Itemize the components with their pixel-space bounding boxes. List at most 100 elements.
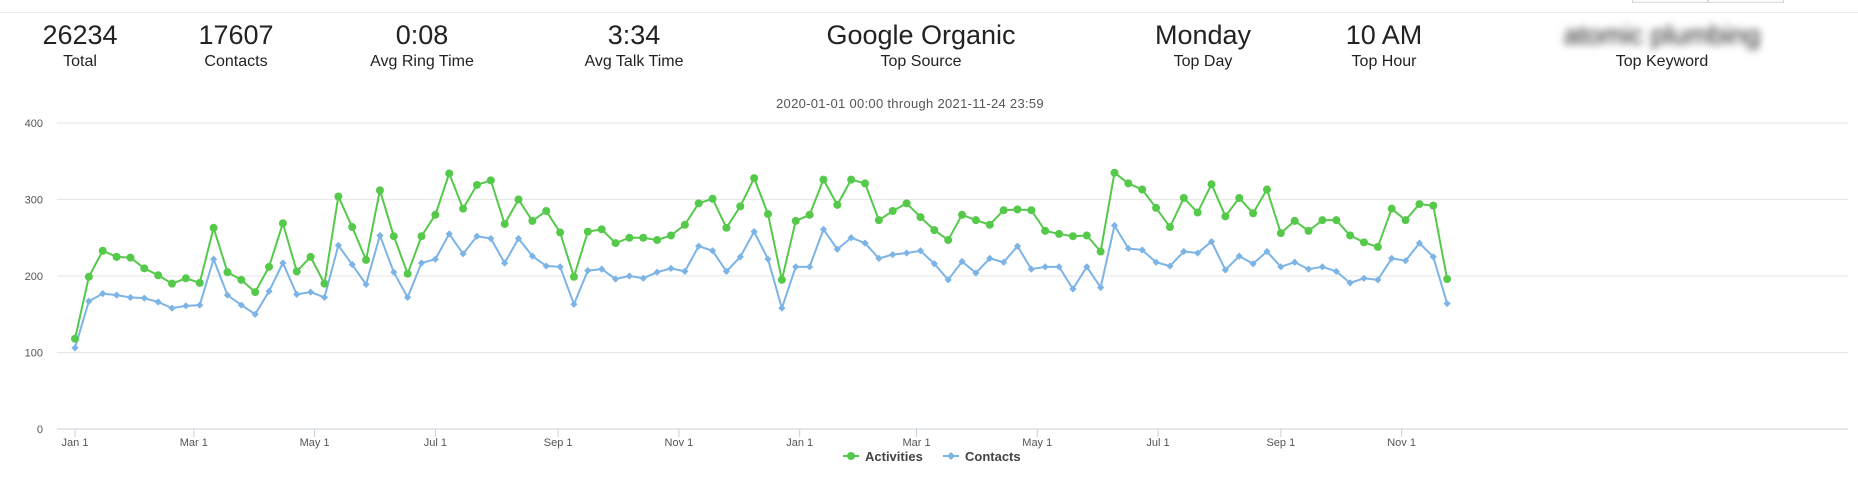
x-tick-label: Sep 1 bbox=[544, 437, 573, 449]
contacts-point bbox=[1374, 276, 1382, 284]
contacts-point bbox=[1041, 263, 1049, 271]
contacts-point bbox=[1443, 299, 1451, 308]
contacts-point bbox=[1166, 262, 1174, 270]
activities-point bbox=[971, 216, 980, 225]
contacts-point bbox=[598, 265, 606, 273]
activities-point bbox=[1249, 209, 1258, 218]
contacts-point bbox=[140, 294, 148, 302]
activities-point bbox=[528, 216, 537, 225]
activities-point bbox=[403, 269, 412, 278]
contacts-point bbox=[556, 263, 564, 271]
contacts-point bbox=[736, 253, 744, 261]
activities-point bbox=[805, 210, 814, 219]
y-axis: 0 100 200 300 400 bbox=[25, 118, 43, 436]
stat-top-source-label: Top Source bbox=[880, 53, 962, 70]
activities-point bbox=[306, 252, 315, 261]
contacts-point bbox=[362, 280, 370, 289]
contacts-point bbox=[71, 344, 79, 352]
activities-point bbox=[708, 194, 717, 203]
x-tick-label: Mar 1 bbox=[180, 437, 208, 449]
activities-point bbox=[1165, 223, 1174, 232]
legend-activities-marker bbox=[847, 452, 855, 460]
contacts-point bbox=[251, 310, 259, 318]
activities-point bbox=[334, 192, 343, 201]
stat-contacts-label: Contacts bbox=[204, 53, 268, 70]
contacts-point bbox=[847, 234, 855, 242]
x-tick-label: Jul 1 bbox=[424, 437, 447, 449]
activities-point bbox=[1332, 216, 1341, 225]
activities-point bbox=[653, 236, 662, 245]
activities-point bbox=[154, 271, 163, 280]
activities-point bbox=[181, 274, 190, 283]
contacts-point bbox=[833, 245, 841, 253]
x-tick-label: Jan 1 bbox=[62, 437, 89, 449]
activities-point bbox=[389, 232, 398, 241]
contacts-point bbox=[404, 293, 412, 302]
contacts-point bbox=[223, 291, 232, 299]
top-divider bbox=[0, 12, 1858, 13]
activities-point bbox=[1152, 203, 1161, 212]
contacts-point bbox=[182, 302, 190, 310]
stat-top-day-label: Top Day bbox=[1173, 53, 1233, 70]
x-tick-label: Sep 1 bbox=[1266, 437, 1295, 449]
activities-point bbox=[1429, 201, 1438, 210]
legend-contacts-label[interactable]: Contacts bbox=[965, 449, 1021, 464]
contacts-point bbox=[487, 234, 495, 243]
contacts-point bbox=[237, 301, 245, 309]
activities-point bbox=[985, 220, 994, 229]
contacts-point bbox=[1388, 254, 1396, 263]
activities-point bbox=[1041, 226, 1050, 235]
contacts-point bbox=[930, 260, 938, 268]
contacts-point bbox=[1097, 283, 1105, 292]
contacts-point bbox=[986, 254, 994, 263]
corner-tab-left bbox=[1632, 0, 1708, 3]
contacts-point bbox=[708, 247, 717, 255]
activities-point bbox=[722, 223, 731, 232]
activities-point bbox=[1068, 232, 1077, 241]
corner-tab-right bbox=[1708, 0, 1784, 3]
activities-point bbox=[223, 268, 232, 277]
activities-point bbox=[902, 199, 911, 208]
contacts-point bbox=[750, 228, 758, 236]
stat-top-source: Google Organic Top Source bbox=[826, 18, 1015, 72]
activities-point bbox=[999, 206, 1008, 215]
contacts-point bbox=[1415, 239, 1424, 247]
activities-point bbox=[1346, 231, 1355, 240]
contacts-point bbox=[1194, 249, 1202, 257]
y-tick-label: 0 bbox=[37, 424, 43, 436]
stat-avg-talk-time-value: 3:34 bbox=[607, 20, 661, 50]
activities-point bbox=[1082, 231, 1091, 240]
activities-point bbox=[251, 288, 260, 297]
y-tick-label: 300 bbox=[25, 195, 43, 207]
contacts-point bbox=[667, 264, 675, 272]
contacts-point bbox=[1055, 263, 1063, 271]
contacts-point bbox=[1235, 252, 1243, 260]
activities-point bbox=[1124, 179, 1133, 188]
chart-legend[interactable]: Activities Contacts bbox=[843, 449, 1021, 464]
activities-point bbox=[209, 223, 218, 232]
activities-point bbox=[237, 275, 246, 284]
legend-activities-label[interactable]: Activities bbox=[865, 449, 923, 464]
x-tick-label: Mar 1 bbox=[902, 437, 930, 449]
stat-top-hour-label: Top Hour bbox=[1351, 53, 1417, 70]
activities-point bbox=[486, 176, 495, 185]
contacts-point bbox=[196, 301, 204, 309]
activities-point bbox=[1221, 212, 1230, 221]
contacts-point bbox=[653, 268, 661, 276]
x-tick-label: Jan 1 bbox=[786, 437, 813, 449]
contacts-point bbox=[1221, 266, 1229, 274]
contacts-point bbox=[1263, 247, 1271, 256]
chart-series bbox=[71, 168, 1452, 352]
contacts-point bbox=[584, 267, 592, 275]
activities-point bbox=[666, 231, 675, 240]
activities-point bbox=[1179, 193, 1188, 202]
stat-top-keyword: atomic plumbing Top Keyword bbox=[1564, 18, 1761, 72]
activities-point bbox=[611, 239, 620, 248]
contacts-point bbox=[459, 250, 467, 258]
contacts-point bbox=[307, 288, 315, 296]
x-tick-label: May 1 bbox=[1022, 437, 1052, 449]
activities-point bbox=[1304, 226, 1313, 235]
contacts-point bbox=[792, 263, 800, 271]
activities-point bbox=[445, 169, 454, 178]
